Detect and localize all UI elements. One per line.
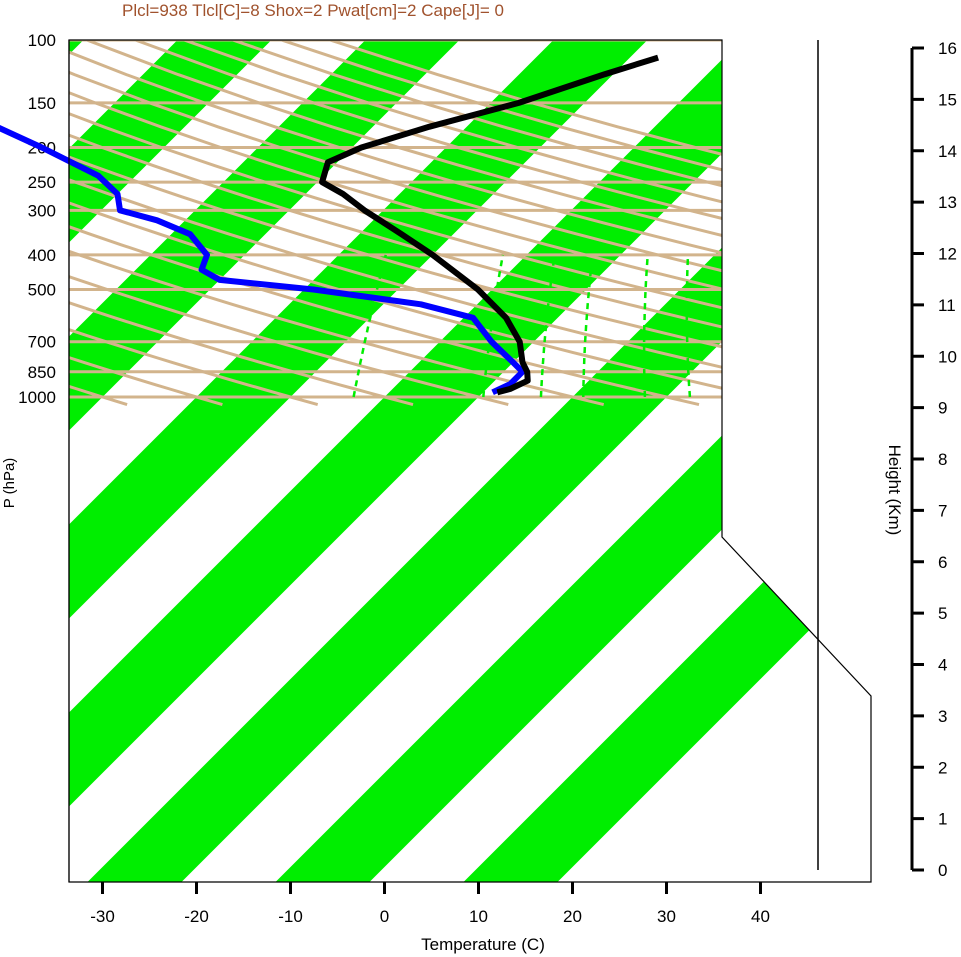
dry-adiabat [69, 40, 223, 407]
height-tick-label: 8 [938, 450, 947, 469]
height-tick-label: 13 [938, 193, 957, 212]
height-tick-label: 15 [938, 90, 957, 109]
x-axis-label: Temperature (C) [421, 935, 545, 954]
x-tick-label: 20 [563, 907, 582, 926]
height-tick-label: 11 [938, 296, 956, 315]
height-tick-label: 7 [938, 501, 947, 520]
x-tick-label: -20 [184, 907, 209, 926]
y-tick-label: 1000 [18, 388, 56, 407]
y-tick-label: 850 [28, 363, 56, 382]
plot-frame [68, 39, 872, 883]
y-tick-label: 250 [28, 173, 56, 192]
chart-header: Plcl=938 Tlcl[C]=8 Shox=2 Pwat[cm]=2 Cap… [122, 1, 504, 20]
height-tick-label: 0 [938, 861, 947, 880]
height-tick-label: 2 [938, 758, 947, 777]
y-tick-label: 700 [28, 333, 56, 352]
height-tick-label: 1 [938, 810, 947, 829]
isotherm-band [69, 40, 836, 882]
dry-adiabat [69, 40, 414, 407]
y-tick-label: 300 [28, 201, 56, 220]
height-tick-label: 16 [938, 39, 957, 58]
dry-adiabat [69, 40, 319, 407]
dry-adiabat [86, 40, 871, 407]
y-tick-label: 100 [28, 31, 56, 50]
dry-adiabat [69, 40, 871, 407]
dry-adiabat [69, 40, 871, 407]
x-tick-label: 30 [657, 907, 676, 926]
dry-adiabat [134, 40, 871, 407]
isotherm-band [463, 40, 871, 882]
height-axis-label: Height (Km) [885, 445, 904, 536]
dry-adiabat [183, 40, 871, 407]
isotherm-band [69, 40, 648, 882]
height-tick-label: 14 [938, 142, 957, 161]
dry-adiabat [69, 40, 795, 407]
height-tick-label: 12 [938, 245, 957, 264]
x-tick-label: -30 [90, 907, 115, 926]
mixing-ratio-line [685, 254, 692, 398]
dewpoint-profile-line [0, 125, 526, 396]
dry-adiabat [69, 40, 605, 407]
y-axis-label: P (hPa) [1, 458, 18, 509]
x-tick-label: -10 [278, 907, 303, 926]
height-tick-label: 3 [938, 707, 947, 726]
mixing-ratio-line [642, 254, 649, 398]
y-tick-label: 400 [28, 246, 56, 265]
x-tick-label: 40 [751, 907, 770, 926]
mixing-ratio-line [539, 254, 556, 398]
x-tick-label: 10 [469, 907, 488, 926]
height-tick-label: 6 [938, 553, 947, 572]
dry-adiabat [69, 40, 700, 407]
mixing-ratio-line [582, 254, 594, 397]
height-tick-label: 5 [938, 604, 947, 623]
mixing-ratio-line [352, 254, 388, 398]
height-tick-label: 9 [938, 399, 947, 418]
dry-adiabat [69, 40, 871, 407]
y-tick-label: 150 [28, 94, 56, 113]
dry-adiabat [69, 40, 509, 407]
x-tick-label: 0 [380, 907, 389, 926]
temperature-profile-line [319, 54, 659, 396]
height-tick-label: 4 [938, 656, 947, 675]
height-tick-label: 10 [938, 347, 957, 366]
y-tick-label: 500 [28, 281, 56, 300]
isotherm-band [69, 40, 460, 882]
